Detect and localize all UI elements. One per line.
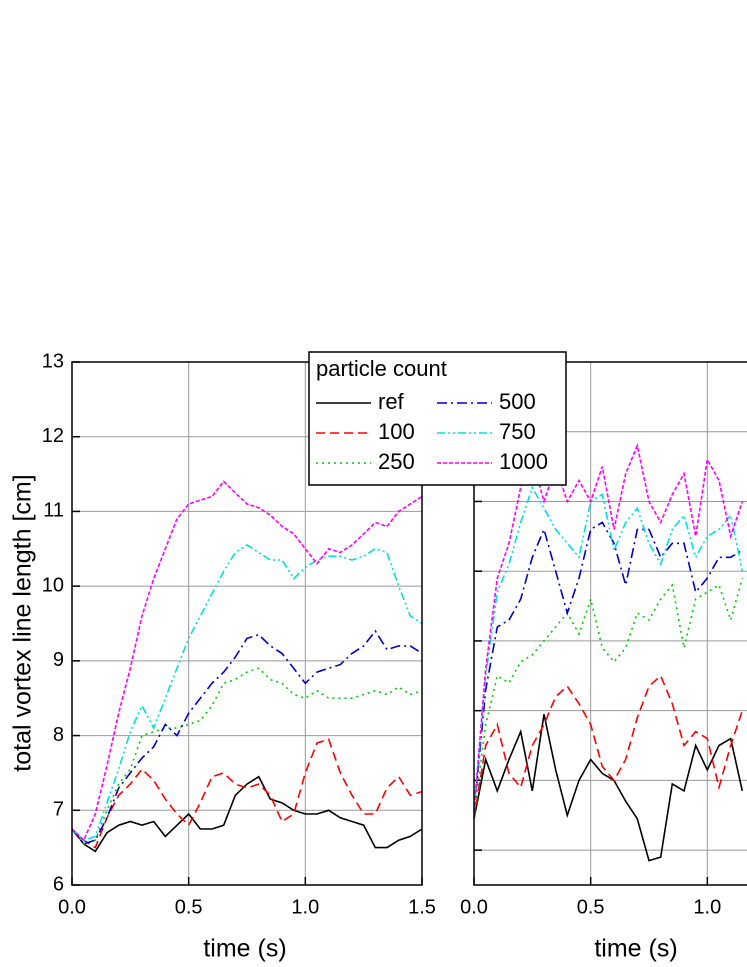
plot-frame xyxy=(473,361,747,886)
series-line xyxy=(473,674,744,819)
y-tick-label: 8 xyxy=(53,724,64,746)
x-tick-label: 1.5 xyxy=(408,896,436,918)
x-tick-label: 0.5 xyxy=(175,896,203,918)
series-line xyxy=(473,521,743,812)
x-tick-label: 0.5 xyxy=(577,896,605,918)
y-tick-label: 9 xyxy=(53,649,64,671)
y-tick-label: 10 xyxy=(42,574,64,596)
x-axis-title: time (s) xyxy=(594,935,677,963)
legend-label: ref xyxy=(378,389,405,414)
plot-area xyxy=(473,361,747,886)
series-line xyxy=(71,629,423,845)
plot-frame xyxy=(71,361,423,886)
x-tick-label: 1.0 xyxy=(693,896,721,918)
legend-label: 250 xyxy=(378,449,415,474)
series-line xyxy=(71,775,423,853)
y-tick-label: 12 xyxy=(42,425,64,447)
series-line xyxy=(473,714,744,862)
legend-title: particle count xyxy=(316,356,447,381)
y-tick-label: 11 xyxy=(43,500,64,522)
series-line xyxy=(71,738,423,849)
x-axis-title: time (s) xyxy=(203,935,286,963)
series-line xyxy=(473,485,744,812)
series-line xyxy=(71,544,423,842)
series-line xyxy=(71,480,423,842)
legend-label: 100 xyxy=(378,419,415,444)
legend-label: 750 xyxy=(499,419,536,444)
y-tick-label: 6 xyxy=(53,873,64,895)
y-tick-label: 13 xyxy=(42,350,64,372)
legend-label: 500 xyxy=(499,389,536,414)
series-line xyxy=(71,667,423,845)
y-axis-title: total vortex line length [cm] xyxy=(9,474,37,771)
x-tick-label: 1.0 xyxy=(291,896,319,918)
series-line xyxy=(473,577,744,816)
legend-label: 1000 xyxy=(499,449,548,474)
x-tick-label: 0.0 xyxy=(58,896,86,918)
y-tick-label: 7 xyxy=(53,799,64,821)
series-line xyxy=(473,443,744,812)
plot-area xyxy=(71,361,423,886)
x-tick-label: 0.0 xyxy=(460,896,488,918)
